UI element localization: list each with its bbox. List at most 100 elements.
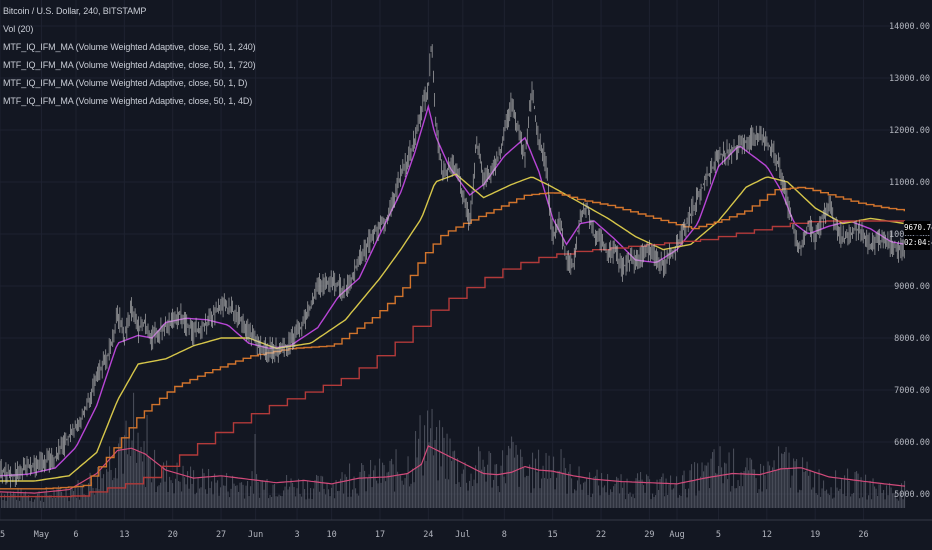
volume-bar xyxy=(191,483,193,508)
volume-bar xyxy=(719,446,721,508)
x-tick-label: 26 xyxy=(858,530,868,540)
volume-bar xyxy=(280,495,282,508)
price-candles xyxy=(0,44,905,488)
volume-bar xyxy=(655,495,657,508)
indicator-legend-720[interactable]: MTF_IQ_IFM_MA (Volume Weighted Adaptive,… xyxy=(3,60,256,70)
volume-bar xyxy=(871,499,873,508)
volume-bar xyxy=(139,451,141,508)
price-axis[interactable]: 5000.00 6000.00 7000.00 8000.00 9000.00 10000… xyxy=(889,22,930,500)
volume-bar xyxy=(278,494,280,508)
volume-bar xyxy=(337,491,339,508)
volume-bar xyxy=(776,470,778,508)
volume-bar xyxy=(509,448,511,508)
time-axis[interactable]: 25 May 6 13 20 27 Jun 3 10 17 24 Jul 8 15 22 29 Aug 5 12 19… xyxy=(0,519,932,540)
volume-bar xyxy=(872,478,874,508)
volume-bar xyxy=(55,497,57,508)
volume-bar xyxy=(368,474,370,508)
volume-bar xyxy=(20,488,22,508)
volume-bar xyxy=(271,496,273,508)
volume-bar xyxy=(148,457,150,508)
volume-bar xyxy=(241,482,243,508)
volume-bar xyxy=(613,486,615,508)
volume-bar xyxy=(743,471,745,508)
volume-bar xyxy=(571,478,573,508)
volume-bar xyxy=(841,479,843,508)
volume-bar xyxy=(653,496,655,508)
volume-bar xyxy=(866,499,868,508)
volume-bar xyxy=(217,480,219,508)
volume-bar xyxy=(428,442,430,508)
indicator-legend-240[interactable]: MTF_IQ_IFM_MA (Volume Weighted Adaptive,… xyxy=(3,42,256,52)
volume-bar xyxy=(118,443,120,508)
volume-bar xyxy=(479,451,481,508)
symbol-title[interactable]: Bitcoin / U.S. Dollar, 240, BITSTAMP xyxy=(3,6,147,16)
volume-bar xyxy=(764,475,766,508)
volume-bar xyxy=(86,496,88,508)
volume-bar xyxy=(472,486,474,508)
volume-bar xyxy=(62,495,64,508)
volume-bar xyxy=(574,489,576,508)
indicator-legend-d[interactable]: MTF_IQ_IFM_MA (Volume Weighted Adaptive,… xyxy=(3,78,248,88)
volume-bar xyxy=(557,470,559,508)
volume-bar xyxy=(623,482,625,508)
volume-bar xyxy=(206,493,208,508)
volume-bar xyxy=(112,480,114,508)
volume-bar xyxy=(830,487,832,508)
volume-bar xyxy=(784,451,786,508)
volume-bar xyxy=(334,498,336,508)
volume-bar xyxy=(616,476,618,508)
volume-bar xyxy=(568,471,570,508)
volume-bar xyxy=(718,466,720,508)
volume-bar xyxy=(325,494,327,508)
indicator-legend-4d[interactable]: MTF_IQ_IFM_MA (Volume Weighted Adaptive,… xyxy=(3,96,253,106)
volume-bar xyxy=(502,450,504,508)
volume-bar xyxy=(560,449,562,508)
volume-bar xyxy=(124,435,126,508)
volume-bar xyxy=(896,498,898,508)
volume-bar xyxy=(716,473,718,508)
volume-bar xyxy=(310,488,312,508)
volume-bar xyxy=(778,446,780,508)
volume-bar xyxy=(307,480,309,508)
volume-bar xyxy=(812,487,814,508)
volume-bar xyxy=(739,485,741,508)
volume-bar xyxy=(746,457,748,508)
volume-bar xyxy=(152,477,154,508)
volume-bar xyxy=(697,463,699,508)
volume-bar xyxy=(766,489,768,508)
volume-bar xyxy=(328,489,330,508)
last-price-tag: 9670.74 xyxy=(904,221,932,235)
x-tick-label: 29 xyxy=(644,530,654,540)
volume-bar xyxy=(518,486,520,508)
volume-bar xyxy=(103,474,105,508)
volume-bar xyxy=(349,463,351,508)
volume-bar xyxy=(758,489,760,508)
volume-bar xyxy=(793,458,795,508)
volume-bar xyxy=(299,494,301,508)
volume-bar xyxy=(733,448,735,508)
volume-bar xyxy=(620,474,622,508)
volume-bar xyxy=(353,476,355,508)
volume-bar xyxy=(731,485,733,508)
volume-bar xyxy=(848,481,850,508)
volume-bar xyxy=(37,493,39,508)
volume-bar xyxy=(806,461,808,508)
volume-bar xyxy=(173,493,175,508)
volume-bar xyxy=(706,465,708,508)
volume-bar xyxy=(166,460,168,508)
volume-bar xyxy=(700,476,702,508)
volume-bar xyxy=(515,445,517,508)
volume-bar xyxy=(424,425,426,508)
volume-bar xyxy=(379,458,381,508)
volume-bar xyxy=(488,451,490,508)
volume-bar xyxy=(887,495,889,508)
volume-bar xyxy=(763,465,765,508)
ma-line-3 xyxy=(0,220,905,498)
volume-indicator-label[interactable]: Vol (20) xyxy=(3,24,34,34)
volume-bar xyxy=(754,469,756,508)
volume-bar xyxy=(554,489,556,508)
volume-bar xyxy=(28,495,30,508)
x-tick-label: Jul xyxy=(455,530,470,540)
volume-bar xyxy=(352,489,354,508)
